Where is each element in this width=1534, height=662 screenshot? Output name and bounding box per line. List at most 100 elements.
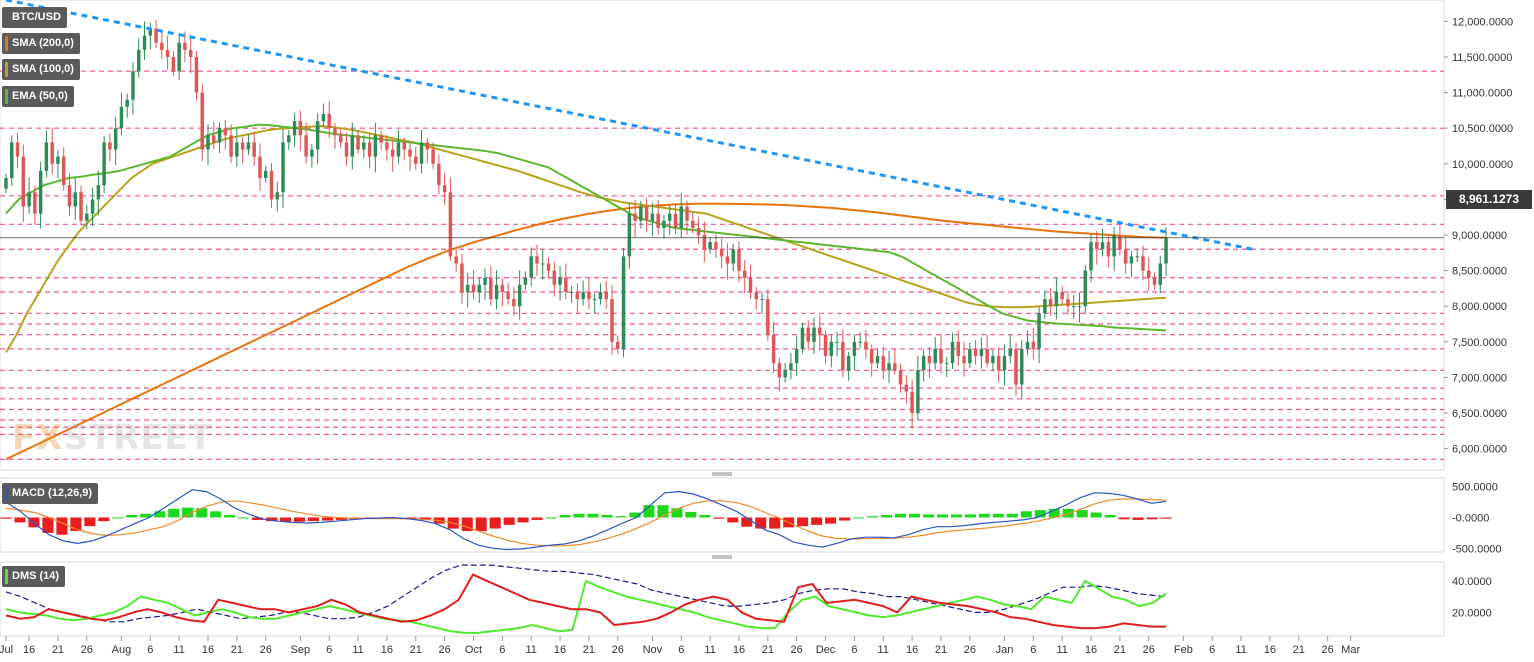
candle-bullish [281, 142, 285, 193]
candle-bearish [1048, 299, 1053, 307]
candle-bullish [945, 363, 949, 365]
ema50-label[interactable]: EMA (50,0) [2, 86, 74, 107]
macd-histogram-bar [671, 508, 683, 518]
candle-bearish [564, 277, 568, 292]
candle-bearish [1031, 341, 1036, 349]
candle-bearish [743, 270, 747, 278]
candle-bullish [263, 170, 268, 179]
macd-histogram-bar [587, 513, 599, 518]
candle-bearish [154, 28, 158, 43]
x-tick-label: 6 [326, 644, 332, 656]
candle-bearish [171, 56, 176, 72]
x-tick-label: 26 [81, 644, 93, 656]
x-tick-label: 6 [1030, 644, 1036, 656]
candle-bullish [494, 284, 499, 300]
candle-bearish [644, 206, 649, 221]
macd-histogram-bar [489, 517, 501, 529]
macd-histogram-bar [0, 517, 12, 519]
x-tick-label: 11 [1235, 644, 1246, 656]
candle-bullish [27, 192, 31, 207]
candle-bullish [1071, 306, 1076, 308]
macd-signal-line [5, 498, 1167, 547]
x-tick-label: 16 [23, 644, 35, 656]
candle-bearish [818, 327, 822, 335]
candle-bullish [113, 128, 118, 150]
macd-histogram-bar [755, 517, 767, 529]
candle-bullish [142, 35, 147, 50]
candle-bearish [552, 270, 557, 285]
macd-line [5, 489, 1167, 551]
x-tick-label: 11 [525, 644, 536, 656]
candle-bearish [390, 149, 395, 157]
x-tick-label: 21 [935, 644, 947, 656]
candle-bearish [1095, 242, 1099, 250]
macd-histogram-bar [266, 517, 278, 522]
dms-label[interactable]: DMS (14) [2, 566, 66, 587]
candle-bullish [102, 142, 106, 186]
macd-histogram-bar [922, 514, 934, 518]
macd-histogram-bar [769, 517, 781, 529]
candle-bearish [881, 356, 885, 371]
symbol-label[interactable]: BTC/USD [2, 7, 67, 28]
x-tick-label: 26 [1143, 644, 1155, 656]
candle-bearish [823, 334, 828, 357]
candle-bullish [1020, 348, 1024, 385]
candle-bullish [38, 170, 43, 214]
candle-bearish [1147, 270, 1151, 278]
candle-bearish [454, 256, 458, 264]
sma100-line [5, 125, 1167, 354]
candle-bullish [829, 341, 834, 357]
candle-bullish [73, 192, 77, 207]
x-tick-label: 16 [554, 644, 566, 656]
candle-bearish [379, 135, 383, 143]
x-tick-label: 11 [173, 644, 184, 656]
candle-bullish [396, 142, 401, 157]
candle-bullish [275, 192, 279, 200]
macd-histogram-bar [894, 513, 907, 518]
candle-bearish [344, 142, 349, 157]
candle-bearish [766, 299, 770, 335]
candle-bearish [183, 42, 187, 50]
sma100-label[interactable]: SMA (100,0) [2, 59, 80, 80]
x-tick-label: 16 [906, 644, 918, 656]
candle-bullish [621, 256, 626, 349]
candle-bearish [437, 163, 441, 186]
macd-histogram-bar [1076, 510, 1088, 518]
candle-bearish [939, 348, 943, 364]
candle-bullish [177, 42, 181, 72]
candle-bullish [858, 341, 862, 343]
candle-bullish [991, 356, 995, 364]
x-tick-label: Sep [291, 644, 311, 656]
macd-histogram-bar [643, 505, 655, 518]
x-tick-label: 6 [1209, 644, 1215, 656]
macd-histogram-bar [908, 513, 921, 518]
candle-bullish [125, 99, 129, 107]
x-tick-label: 21 [762, 644, 774, 656]
candle-bearish [754, 291, 759, 300]
candle-bearish [431, 149, 435, 164]
candle-bearish [50, 142, 54, 164]
x-tick-label: 26 [964, 644, 976, 656]
candle-bullish [950, 341, 955, 364]
candle-bullish [10, 142, 14, 179]
candle-bullish [1164, 237, 1168, 264]
macd-histogram-bar [727, 517, 739, 523]
candle-bearish [1014, 348, 1018, 385]
macd-panel [0, 477, 1445, 553]
macd-histogram-bar [1132, 517, 1144, 520]
macd-histogram-bar [461, 517, 473, 532]
x-tick-label: 11 [878, 644, 889, 656]
candle-bearish [610, 299, 614, 342]
candle-bearish [425, 142, 430, 150]
minus-di-line [5, 573, 1167, 630]
price-tick-label: 10,500.0000 [1452, 123, 1513, 135]
sma200-label[interactable]: SMA (200,0) [2, 33, 80, 54]
macd-histogram-bar [56, 517, 68, 535]
macd-label[interactable]: MACD (12,26,9) [2, 483, 99, 504]
candle-bullish [921, 356, 926, 371]
macd-tick-label: -0.0000 [1452, 512, 1489, 524]
macd-histogram-bar [797, 517, 809, 527]
x-tick-label: 26 [439, 644, 451, 656]
